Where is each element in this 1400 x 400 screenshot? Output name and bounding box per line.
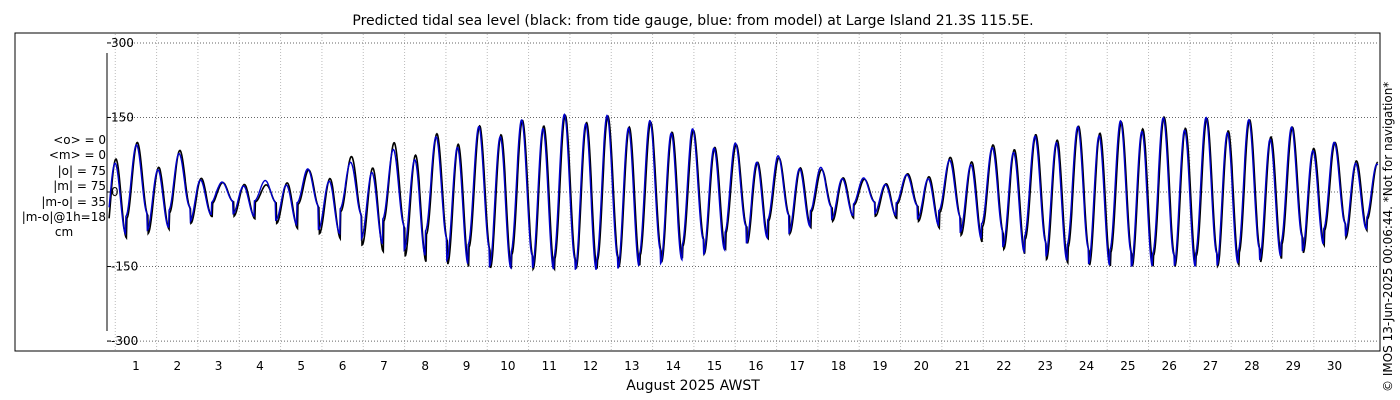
series-tide-gauge-line [108, 114, 1379, 272]
x-tick-label: 8 [421, 359, 429, 373]
x-tick-label: 11 [542, 359, 557, 373]
x-tick-label: 1 [132, 359, 140, 373]
stat-mean-obs: <o> = 0 [53, 133, 106, 147]
stat-abs-diff: |m-o| = 35 [41, 194, 106, 209]
x-tick-label: 7 [380, 359, 388, 373]
x-tick-label: 24 [1079, 359, 1094, 373]
x-axis-label: August 2025 AWST [626, 378, 760, 394]
y-tick-labels: -300 -150 0 150 300 [111, 36, 138, 348]
x-tick-label: 19 [872, 359, 887, 373]
x-tick-label: 21 [955, 359, 970, 373]
copyright-notice: © IMOS 13-Jun-2025 00:06:44. *Not for na… [1381, 81, 1395, 392]
y-tick-label: -300 [111, 334, 138, 348]
x-tick-label: 25 [1120, 359, 1135, 373]
series-model-line [108, 113, 1379, 271]
y-tick-label: 150 [111, 110, 134, 124]
x-tick-label: 29 [1286, 359, 1301, 373]
x-tick-label: 12 [583, 359, 598, 373]
x-tick-label: 18 [831, 359, 846, 373]
x-tick-label: 17 [790, 359, 805, 373]
stat-abs-diff-1h: |m-o|@1h=18 [21, 210, 106, 225]
stat-mean-model: <m> = 0 [48, 148, 106, 163]
y-gridlines [107, 42, 1379, 342]
x-tick-label: 27 [1203, 359, 1218, 373]
stat-unit: cm [54, 225, 74, 240]
stat-abs-obs: |o| = 75 [57, 163, 106, 178]
x-tick-labels: 1 2 3 4 5 6 7 8 9 10 11 12 13 14 15 16 17 18 19 20 21 22 23 24 2… [132, 359, 1342, 373]
x-tick-label: 2 [173, 359, 181, 373]
x-tick-label: 15 [707, 359, 722, 373]
stat-abs-model: |m| = 75 [53, 179, 106, 194]
x-tick-label: 13 [624, 359, 639, 373]
x-tick-label: 6 [339, 359, 347, 373]
x-tick-label: 26 [1162, 359, 1177, 373]
x-tick-label: 14 [666, 359, 681, 373]
x-tick-label: 5 [297, 359, 305, 373]
plot-frame [14, 32, 1381, 352]
x-tick-label: 9 [463, 359, 471, 373]
x-tick-label: 16 [748, 359, 763, 373]
x-tick-label: 23 [1038, 359, 1053, 373]
x-tick-label: 22 [996, 359, 1011, 373]
x-tick-label: 28 [1244, 359, 1259, 373]
y-tick-label: 0 [111, 185, 119, 199]
x-tick-label: 4 [256, 359, 264, 373]
x-tick-label: 20 [914, 359, 929, 373]
x-tick-label: 10 [500, 359, 515, 373]
x-tick-label: 3 [215, 359, 223, 373]
chart-title: Predicted tidal sea level (black: from t… [352, 13, 1033, 29]
y-tick-label: 300 [111, 36, 134, 50]
x-tick-label: 30 [1327, 359, 1342, 373]
y-tick-label: -150 [111, 260, 138, 274]
stats-panel: <o> = 0 <m> = 0 |o| = 75 |m| = 75 |m-o| … [2, 133, 106, 241]
